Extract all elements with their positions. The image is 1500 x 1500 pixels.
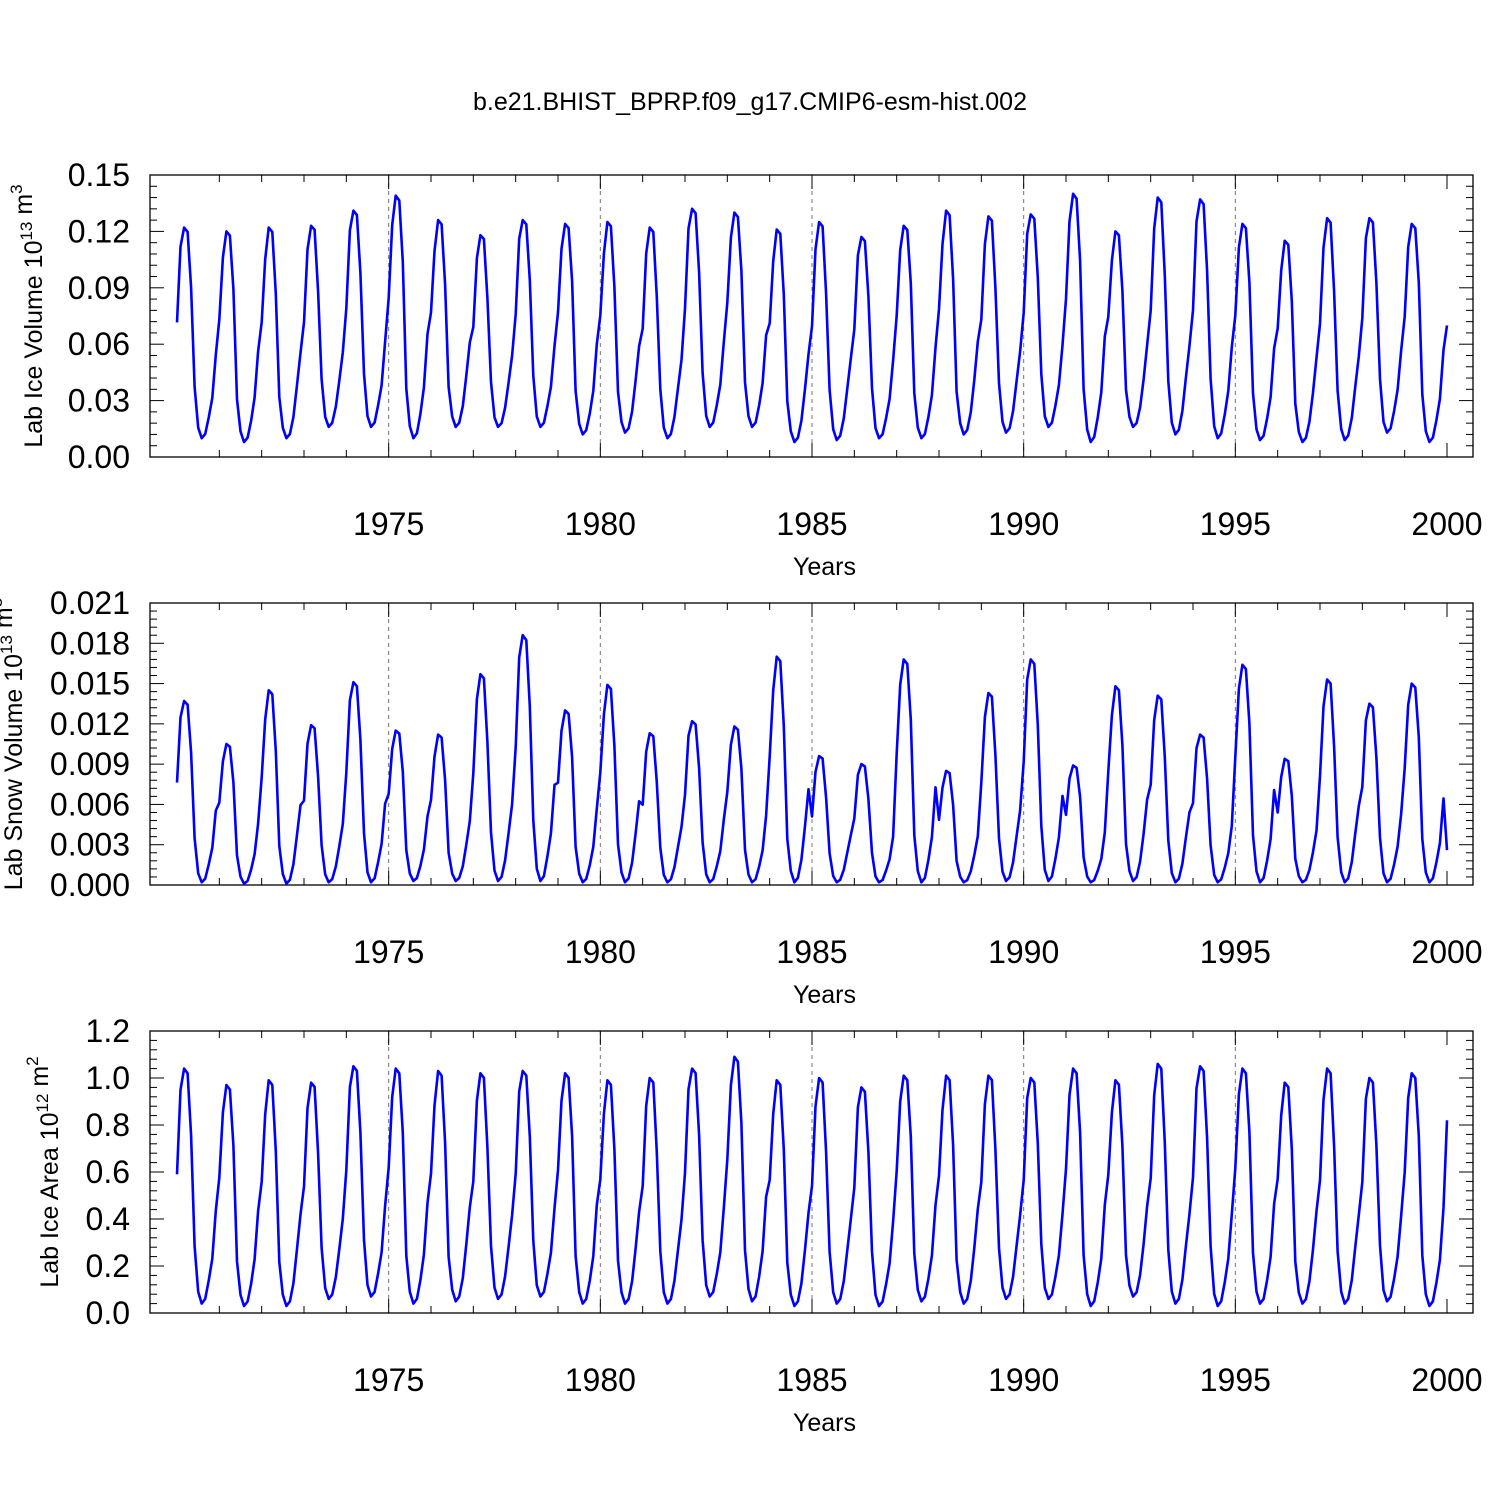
x-tick-label: 1975 — [353, 1362, 424, 1398]
x-tick-label: 2000 — [1411, 506, 1482, 542]
y-tick-label: 1.2 — [86, 1013, 130, 1049]
x-axis-label: Years — [793, 981, 856, 1009]
x-tick-label: 1990 — [988, 1362, 1059, 1398]
x-tick-label: 1995 — [1200, 1362, 1271, 1398]
x-tick-label: 1980 — [565, 934, 636, 970]
y-tick-label: 0.021 — [50, 585, 130, 621]
x-tick-label: 1995 — [1200, 506, 1271, 542]
series-line — [175, 633, 1449, 885]
x-tick-label: 2000 — [1411, 934, 1482, 970]
y-tick-label: 0.15 — [68, 157, 130, 193]
x-tick-label: 1990 — [988, 506, 1059, 542]
x-tick-label: 1985 — [776, 506, 847, 542]
y-axis-label: Lab Ice Area 1012 m2 — [23, 1056, 64, 1287]
y-tick-label: 0.015 — [50, 666, 130, 702]
x-tick-label: 1985 — [776, 1362, 847, 1398]
y-tick-label: 0.012 — [50, 706, 130, 742]
y-tick-label: 0.009 — [50, 746, 130, 782]
series-line — [175, 1055, 1449, 1308]
series-line — [175, 192, 1449, 444]
x-tick-label: 1990 — [988, 934, 1059, 970]
panel-snow-volume: 1975 1980 1985 1990 1995 2000 0.000 0.003 0.006 0… — [0, 585, 1483, 1009]
x-tick-label: 2000 — [1411, 1362, 1482, 1398]
x-tick-label: 1980 — [565, 1362, 636, 1398]
panel-ice-area: 1975 1980 1985 1990 1995 2000 0.0 0.2 0.4 0.6 0.8 1… — [23, 1013, 1483, 1437]
y-tick-label: 0.2 — [86, 1248, 130, 1284]
y-tick-label: 0.06 — [68, 326, 130, 362]
y-tick-label: 0.8 — [86, 1107, 130, 1143]
y-tick-label: 0.003 — [50, 827, 130, 863]
y-axis-label: Lab Ice Volume 1013 m3 — [7, 184, 48, 447]
y-tick-label: 1.0 — [86, 1060, 130, 1096]
y-tick-label: 0.000 — [50, 867, 130, 903]
x-axis-label: Years — [793, 1409, 856, 1437]
y-tick-label: 0.00 — [68, 439, 130, 475]
x-tick-label: 1975 — [353, 506, 424, 542]
y-tick-label: 0.018 — [50, 625, 130, 661]
x-tick-label: 1975 — [353, 934, 424, 970]
x-tick-label: 1985 — [776, 934, 847, 970]
x-tick-label: 1995 — [1200, 934, 1271, 970]
y-tick-label: 0.6 — [86, 1154, 130, 1190]
y-tick-label: 0.03 — [68, 383, 130, 419]
y-tick-label: 0.4 — [86, 1201, 130, 1237]
y-tick-label: 0.12 — [68, 213, 130, 249]
y-tick-label: 0.09 — [68, 270, 130, 306]
panel-ice-volume: 1975 1980 1985 1990 1995 2000 0.00 0.03 0.06 0.09… — [7, 157, 1483, 581]
y-tick-label: 0.0 — [86, 1295, 130, 1331]
x-tick-label: 1980 — [565, 506, 636, 542]
x-axis-label: Years — [793, 553, 856, 581]
y-tick-label: 0.006 — [50, 786, 130, 822]
y-axis-label: Lab Snow Volume 1013 m3 — [0, 598, 28, 890]
figure-title: b.e21.BHIST_BPRP.f09_g17.CMIP6-esm-hist.… — [473, 88, 1027, 116]
